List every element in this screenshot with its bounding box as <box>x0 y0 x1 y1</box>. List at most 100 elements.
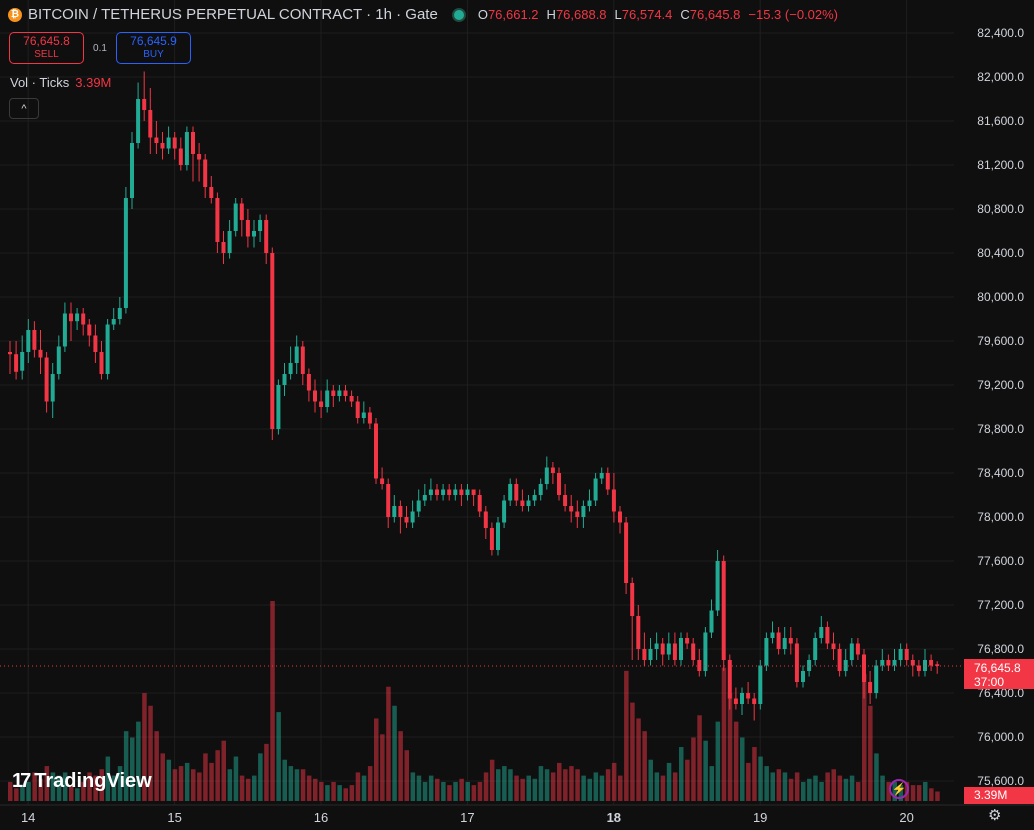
candle-body <box>636 616 641 649</box>
y-tick-label: 78,400.0 <box>977 466 1024 480</box>
gear-icon[interactable]: ⚙ <box>988 807 1002 824</box>
candle-body <box>184 132 189 165</box>
volume-bar <box>880 775 885 801</box>
candle-body <box>618 511 622 523</box>
candle-body <box>843 660 848 671</box>
volume-bar <box>160 753 165 801</box>
candle-body <box>428 489 433 495</box>
volume-legend[interactable]: Vol · Ticks 3.39M <box>10 75 111 90</box>
volume-bar <box>410 772 416 801</box>
volume-bar <box>331 781 336 801</box>
volume-bar <box>477 781 483 801</box>
y-tick-label: 81,200.0 <box>977 158 1024 172</box>
x-tick-label: 15 <box>167 810 181 825</box>
candle-body <box>306 374 311 391</box>
volume-bar <box>93 775 98 801</box>
time-axis: 14 15 16 17 18 19 20 <box>21 810 914 825</box>
volume-bar <box>758 756 763 801</box>
x-tick-label: 14 <box>21 810 35 825</box>
candle-body <box>404 517 409 523</box>
buy-label: BUY <box>143 49 164 60</box>
candle-body <box>239 203 244 220</box>
candle-body <box>587 500 592 506</box>
volume-bar <box>203 753 208 801</box>
candle-body <box>672 643 677 660</box>
symbol-title[interactable]: BITCOIN / TETHERUS PERPETUAL CONTRACT · … <box>28 6 438 23</box>
candle-body <box>282 374 287 385</box>
volume-bar <box>154 731 159 801</box>
candle-body <box>441 489 446 495</box>
candle-body <box>654 643 659 649</box>
volume-bar <box>636 718 641 801</box>
volume-bar <box>715 721 721 801</box>
candle-body <box>398 506 403 517</box>
volume-bar <box>648 759 653 801</box>
candle-body <box>294 346 299 363</box>
buy-button[interactable]: 76,645.9 BUY <box>116 32 191 64</box>
volume-bar <box>319 781 324 801</box>
candle-body <box>337 390 342 396</box>
candle-body <box>154 137 159 143</box>
volume-bar <box>483 772 489 801</box>
volume-bar <box>422 781 428 801</box>
volume-bar <box>361 775 367 801</box>
volume-bar <box>435 778 440 801</box>
price-candles <box>8 71 940 721</box>
candle-body <box>752 698 757 704</box>
candle-body <box>593 478 598 501</box>
lightning-icon[interactable]: ⚡ <box>889 779 909 799</box>
volume-bar <box>270 601 275 801</box>
volume-bar <box>910 785 916 801</box>
candle-body <box>746 693 751 699</box>
candle-body <box>392 506 397 517</box>
candle-body <box>733 698 738 704</box>
candle-body <box>331 390 336 396</box>
volume-bar <box>380 734 385 801</box>
volume-bar <box>416 775 422 801</box>
candle-body <box>38 349 43 358</box>
volume-bar <box>398 731 403 801</box>
market-status-icon[interactable] <box>451 7 466 22</box>
candle-body <box>502 500 507 523</box>
x-tick-label: 18 <box>607 810 621 825</box>
volume-bar <box>459 778 464 801</box>
candle-body <box>81 313 86 325</box>
volume-bar <box>99 769 104 801</box>
volume-bar <box>587 778 592 801</box>
volume-bar <box>544 769 550 801</box>
candle-body <box>465 489 470 495</box>
volume-bar <box>496 769 501 801</box>
volume-bar <box>489 759 495 801</box>
candle-body <box>544 467 549 484</box>
ohlc-close: 76,645.8 <box>689 7 741 22</box>
sell-button[interactable]: 76,645.8 SELL <box>9 32 84 64</box>
chevron-up-icon[interactable]: ^ <box>9 98 39 119</box>
volume-bar <box>56 775 62 801</box>
volume-bar <box>843 778 849 801</box>
volume-bar <box>721 667 727 801</box>
volume-bar <box>886 781 891 801</box>
candle-body <box>447 489 452 495</box>
tradingview-logo[interactable]: 17 TradingView <box>12 770 152 793</box>
volume-bar <box>837 775 843 801</box>
candle-body <box>520 500 525 506</box>
volume-bar <box>593 772 599 801</box>
volume-bar <box>245 778 251 801</box>
volume-bar <box>123 731 129 801</box>
candle-body <box>349 396 354 402</box>
chart-grid <box>0 0 1034 806</box>
volume-axis-label: 3.39M <box>964 787 1034 804</box>
volume-bar <box>178 766 184 801</box>
x-tick-label: 19 <box>753 810 767 825</box>
candle-body <box>642 649 647 660</box>
y-tick-label: 76,000.0 <box>977 730 1024 744</box>
y-tick-label: 79,200.0 <box>977 378 1024 392</box>
volume-bar <box>197 772 202 801</box>
volume-bar <box>666 762 672 801</box>
volume-bar <box>349 785 355 801</box>
volume-bar <box>611 762 617 801</box>
volume-bar <box>117 766 123 801</box>
y-tick-label: 82,000.0 <box>977 70 1024 84</box>
volume-bar <box>868 705 873 801</box>
